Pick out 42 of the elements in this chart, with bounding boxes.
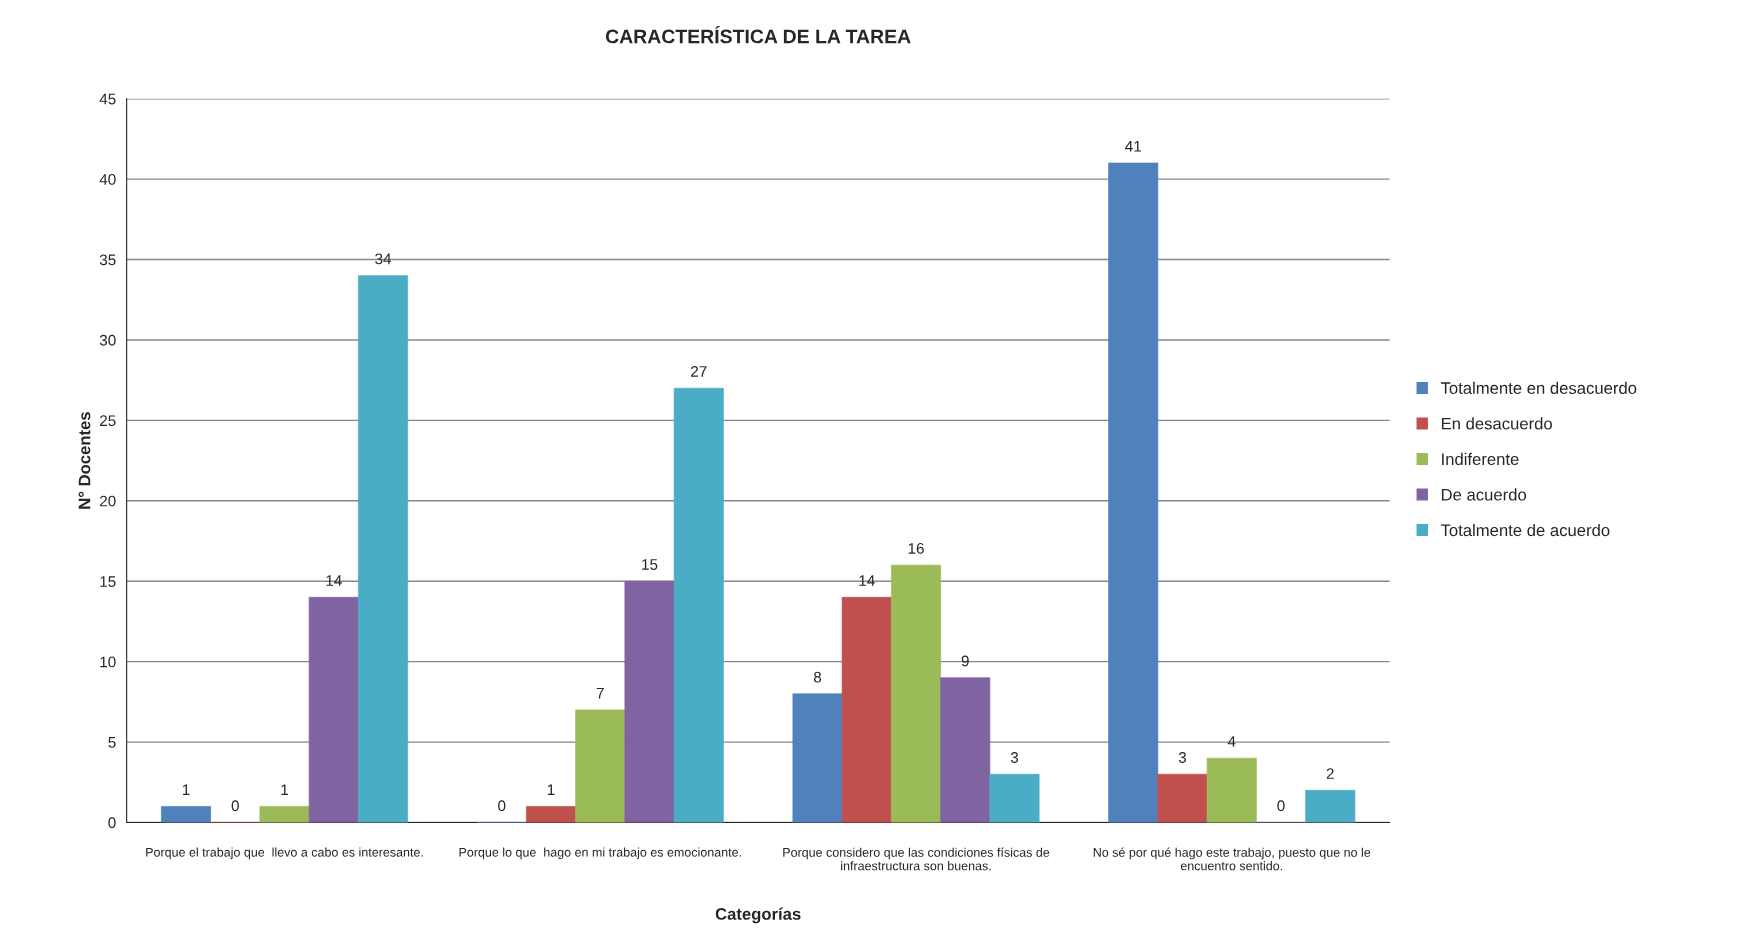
- y-tick-label: 35: [99, 254, 116, 266]
- data-label: 4: [1227, 736, 1236, 747]
- data-label: 0: [498, 800, 506, 812]
- data-label: 14: [326, 575, 342, 586]
- y-tick-label: 30: [99, 334, 116, 346]
- x-axis-title: Categorías: [715, 907, 801, 924]
- legend-label: Totalmente en desacuerdo: [1440, 381, 1637, 394]
- data-label: 8: [813, 671, 822, 683]
- legend-label: De acuerdo: [1441, 488, 1527, 501]
- y-tick-label: 20: [100, 495, 116, 507]
- y-tick-label: 10: [100, 656, 116, 668]
- y-tick-label: 5: [108, 737, 116, 748]
- y-tick-label: 0: [108, 817, 116, 829]
- x-tick-label: No sé por qué hago este trabajo, puesto que no le encuentro sentido.: [1093, 847, 1371, 871]
- data-label: 0: [231, 800, 239, 812]
- data-label: 41: [1125, 141, 1141, 152]
- data-label: 34: [375, 253, 392, 265]
- data-label: 0: [1277, 800, 1285, 812]
- data-label: 14: [859, 575, 875, 586]
- data-label: 16: [908, 542, 924, 554]
- legend-label: Indiferente: [1442, 452, 1519, 466]
- data-label: 7: [596, 687, 604, 699]
- y-tick-label: 25: [100, 415, 116, 427]
- legend-label: Totalmente de acuerdo: [1440, 523, 1610, 537]
- data-label: 3: [1178, 752, 1187, 763]
- data-label: 2: [1326, 768, 1334, 779]
- y-tick-label: 45: [99, 93, 116, 105]
- y-axis-title: N° Docentes: [78, 412, 91, 509]
- data-label: 1: [182, 784, 190, 795]
- data-label: 3: [1010, 752, 1019, 763]
- y-tick-label: 15: [100, 576, 116, 587]
- y-tick-label: 40: [99, 173, 116, 185]
- legend-label: En desacuerdo: [1441, 417, 1552, 430]
- data-label: 1: [547, 784, 555, 795]
- data-label: 15: [642, 559, 658, 570]
- chart-title: CARACTERÍSTICA DE LA TAREA: [605, 25, 911, 44]
- x-tick-label: Porque lo que hago en mi trabajo es emocionante.: [459, 847, 741, 860]
- x-tick-label: Porque el trabajo que llevo a cabo es interesante.: [146, 847, 423, 860]
- x-tick-label: Porque considero que las condiciones físicas de infraestructura son buenas.: [783, 847, 1050, 871]
- data-label: 9: [961, 655, 969, 667]
- data-label: 1: [281, 784, 289, 795]
- data-label: 27: [691, 366, 707, 377]
